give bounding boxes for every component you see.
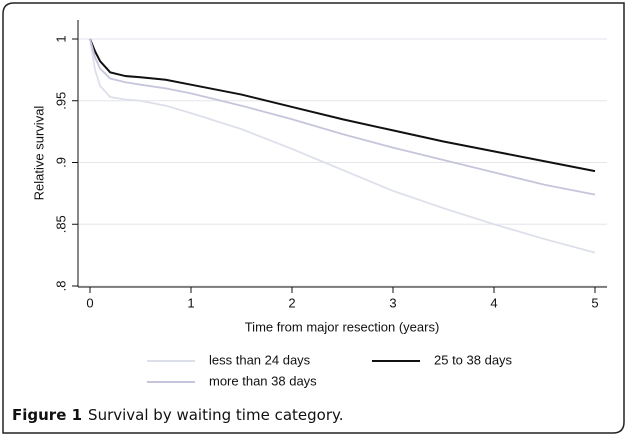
y-axis-label: Relative survival [31, 106, 46, 201]
y-tick-label: .95 [53, 92, 68, 110]
caption: Figure 1 Survival by waiting time categor… [12, 406, 344, 424]
x-tick-label: 2 [288, 295, 295, 310]
y-tick-label: .9 [53, 157, 68, 168]
legend-label: 25 to 38 days [434, 352, 513, 367]
caption-label: Figure 1 [12, 406, 82, 424]
y-tick-label: .85 [53, 215, 68, 233]
x-tick-label: 0 [86, 295, 93, 310]
y-tick-label: 1 [53, 35, 68, 42]
x-tick-label: 4 [490, 295, 497, 310]
caption-text: Survival by waiting time category. [88, 406, 343, 424]
x-tick-label: 5 [591, 295, 598, 310]
x-axis-label: Time from major resection (years) [245, 319, 440, 334]
y-tick-label: .8 [53, 281, 68, 292]
line [89, 38, 596, 196]
line [89, 38, 596, 173]
legend-label: more than 38 days [209, 373, 317, 388]
legend-label: less than 24 days [209, 352, 311, 367]
line [89, 38, 596, 254]
x-tick-label: 3 [389, 295, 396, 310]
x-tick-label: 1 [187, 295, 194, 310]
